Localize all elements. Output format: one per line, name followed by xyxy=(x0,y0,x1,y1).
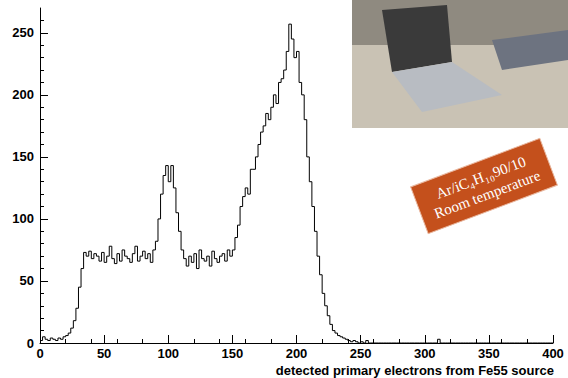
svg-text:150: 150 xyxy=(222,346,244,361)
svg-text:0: 0 xyxy=(36,346,43,361)
svg-text:50: 50 xyxy=(20,273,34,288)
svg-text:250: 250 xyxy=(350,346,372,361)
svg-text:150: 150 xyxy=(12,149,34,164)
svg-text:100: 100 xyxy=(12,211,34,226)
svg-text:400: 400 xyxy=(542,346,564,361)
svg-text:50: 50 xyxy=(97,346,111,361)
svg-text:detected primary electrons fro: detected primary electrons from Fe55 sou… xyxy=(276,363,554,378)
svg-text:350: 350 xyxy=(478,346,500,361)
svg-text:200: 200 xyxy=(12,87,34,102)
svg-text:0: 0 xyxy=(27,336,34,351)
svg-text:Room temperature: Room temperature xyxy=(432,167,543,222)
svg-text:100: 100 xyxy=(157,346,179,361)
svg-text:200: 200 xyxy=(286,346,308,361)
svg-text:250: 250 xyxy=(12,25,34,40)
svg-text:300: 300 xyxy=(414,346,436,361)
svg-text:Ar/iC₄H₁₀90/10: Ar/iC₄H₁₀90/10 xyxy=(433,153,528,202)
